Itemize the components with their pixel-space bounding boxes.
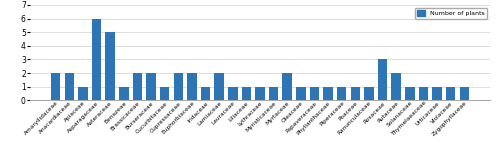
Bar (418, 87, 428, 100)
Bar (282, 73, 292, 100)
Bar (160, 87, 170, 100)
Bar (187, 73, 196, 100)
Bar (296, 87, 306, 100)
Bar (174, 73, 183, 100)
Bar (255, 87, 265, 100)
Bar (446, 87, 456, 100)
Legend: Number of plants: Number of plants (414, 8, 487, 19)
Bar (460, 87, 469, 100)
Bar (310, 87, 320, 100)
Bar (378, 59, 388, 100)
Bar (146, 73, 156, 100)
Bar (337, 87, 346, 100)
Bar (228, 87, 237, 100)
Bar (51, 73, 60, 100)
Bar (324, 87, 333, 100)
Bar (92, 18, 102, 100)
Bar (132, 73, 142, 100)
Bar (364, 87, 374, 100)
Bar (350, 87, 360, 100)
Bar (200, 87, 210, 100)
Bar (214, 73, 224, 100)
Bar (78, 87, 88, 100)
Bar (269, 87, 278, 100)
Bar (432, 87, 442, 100)
Bar (64, 73, 74, 100)
Bar (405, 87, 414, 100)
Bar (119, 87, 128, 100)
Bar (242, 87, 251, 100)
Bar (392, 73, 401, 100)
Bar (106, 32, 115, 100)
